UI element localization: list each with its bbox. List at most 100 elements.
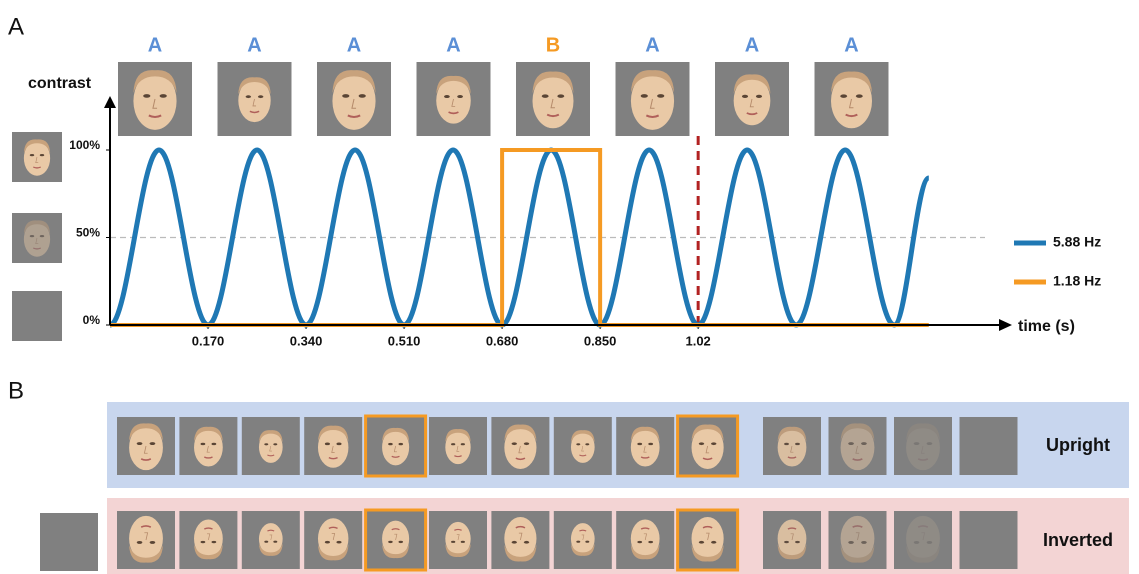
eye xyxy=(795,540,800,544)
hair xyxy=(570,430,595,443)
nose xyxy=(921,532,926,541)
target-frame xyxy=(676,414,740,478)
panel-label: A xyxy=(8,13,24,40)
eye xyxy=(784,540,789,544)
eye xyxy=(336,442,342,446)
hair xyxy=(445,543,471,558)
face-thumbnail xyxy=(429,417,487,475)
nose xyxy=(269,445,272,452)
eye xyxy=(861,540,867,544)
face xyxy=(436,75,471,124)
x-tick-label: 0.510 xyxy=(388,333,421,348)
face xyxy=(129,515,163,563)
mouth xyxy=(515,525,526,529)
eye xyxy=(29,154,35,157)
nose xyxy=(581,534,585,541)
nose xyxy=(581,445,584,452)
face-thumbnail xyxy=(491,417,550,475)
thumb-bg xyxy=(40,513,98,571)
eye xyxy=(257,95,264,99)
face xyxy=(840,423,875,471)
eye xyxy=(200,442,206,446)
eye xyxy=(741,94,749,98)
thumb-bg xyxy=(12,213,62,263)
hair xyxy=(630,426,660,442)
eye xyxy=(840,94,848,98)
nose xyxy=(35,237,39,244)
face xyxy=(630,519,660,560)
mouth xyxy=(140,525,152,528)
hair xyxy=(332,70,376,93)
face-thumbnail xyxy=(364,508,428,572)
face-thumbnail xyxy=(828,417,887,475)
eye xyxy=(784,442,789,446)
nose xyxy=(331,445,335,453)
mouth xyxy=(746,112,758,116)
face-thumbnail xyxy=(304,417,363,475)
eye xyxy=(992,541,998,544)
face xyxy=(445,428,471,465)
mouth xyxy=(391,528,400,531)
face xyxy=(238,77,271,123)
nose xyxy=(855,445,860,454)
face-thumbnail xyxy=(304,511,363,569)
nose xyxy=(456,445,460,452)
face xyxy=(570,430,595,463)
eye xyxy=(861,442,867,446)
nose xyxy=(550,98,555,109)
face-thumbnail xyxy=(553,511,612,569)
eye xyxy=(585,443,590,446)
face-thumbnail xyxy=(615,62,690,136)
nose xyxy=(393,445,397,453)
eye xyxy=(398,540,404,544)
nose xyxy=(643,533,647,541)
eye xyxy=(273,540,278,543)
series-line xyxy=(108,147,932,328)
x-axis-label: time (s) xyxy=(1018,318,1075,335)
eye xyxy=(755,94,763,98)
hair xyxy=(23,220,51,235)
nose xyxy=(706,532,710,541)
y-tick-label: 100% xyxy=(69,138,100,152)
mouth xyxy=(852,525,863,528)
hair xyxy=(906,423,940,442)
face-thumbnail xyxy=(959,417,1018,475)
x-tick-label: 0.170 xyxy=(192,333,225,348)
nose xyxy=(206,445,210,453)
nose xyxy=(451,98,456,107)
hair xyxy=(691,424,724,442)
eye xyxy=(992,442,998,445)
face-thumbnail xyxy=(959,511,1018,569)
eye xyxy=(30,313,34,315)
mouth xyxy=(328,526,338,530)
mouth xyxy=(640,527,650,530)
eye xyxy=(657,94,665,98)
eye xyxy=(460,443,465,446)
face xyxy=(570,523,595,556)
face xyxy=(382,427,410,466)
eye xyxy=(711,442,717,446)
eye xyxy=(211,540,217,544)
mouth xyxy=(454,528,462,531)
hair xyxy=(258,543,283,556)
hair xyxy=(504,544,537,562)
eye xyxy=(264,443,269,446)
eye xyxy=(640,94,648,98)
target-frame xyxy=(364,508,428,572)
face xyxy=(258,430,283,463)
y-arrow xyxy=(104,96,116,108)
face xyxy=(332,70,376,130)
eye xyxy=(848,442,854,446)
stimulus-label: A xyxy=(148,34,162,56)
mouth xyxy=(249,110,260,114)
hair xyxy=(691,544,724,562)
eye xyxy=(61,539,66,542)
eye xyxy=(136,540,143,544)
mouth xyxy=(391,455,400,458)
face xyxy=(258,523,283,556)
face xyxy=(906,423,940,471)
nose xyxy=(252,98,257,107)
face-thumbnail xyxy=(429,511,487,569)
eye xyxy=(149,540,156,544)
